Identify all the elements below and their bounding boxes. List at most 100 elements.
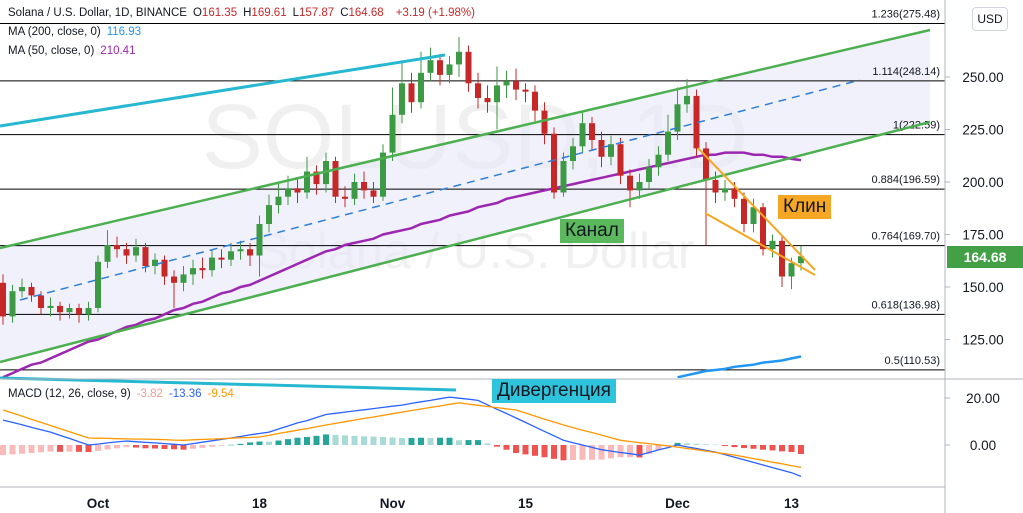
candle-body [693,95,700,149]
y-tick-label: 150.00 [962,280,1003,295]
histogram-bar [285,439,291,446]
candle-body [237,249,244,252]
histogram-bar [589,445,595,460]
histogram-bar [123,445,130,448]
candle-body [199,268,206,271]
ma200-legend: MA (200, close, 0) 116.93 [8,26,147,38]
candle-body [741,198,747,225]
signal-line [2,402,802,469]
candle-body [304,171,310,193]
candle-body [171,276,177,283]
histogram-bar [209,445,215,447]
candle-body [503,81,510,86]
histogram-bar [256,441,263,446]
x-tick-label: 13 [784,496,800,511]
y-tick-label: 175.00 [962,228,1003,243]
histogram-bar [693,443,700,446]
candle-body [28,287,35,296]
candle-body [190,268,196,275]
symbol-title: Solana / U.S. Dollar, 1D, BINANCE [8,7,187,19]
candle-body [104,245,111,262]
candle-body [703,148,709,180]
candle-body [617,144,624,176]
histogram-bar [399,437,405,446]
histogram-bar [342,435,348,446]
candle-body [38,295,44,309]
histogram-bar [636,445,643,458]
candle-body [123,249,130,256]
y-tick-label: 225.00 [962,123,1003,138]
candle-body [66,308,73,313]
histogram-bar [579,445,586,460]
wedge-lower [704,212,816,276]
macd-title: MACD (12, 26, close, 9) [8,388,131,400]
fib-label: 1.236(275.48) [872,8,941,20]
candle-body [152,259,158,267]
histogram-bar [114,445,120,449]
histogram-bar [294,437,301,446]
trend-line [0,53,446,128]
histogram-bar [190,445,196,449]
candle-body [209,257,215,271]
candle-body [266,205,272,225]
histogram-bar [427,437,434,446]
candle-body [275,196,282,206]
fib-label: 0.884(196.59) [872,174,941,186]
currency-button[interactable]: USD [972,7,1008,31]
histogram-bar [627,445,633,458]
histogram-bar [152,445,158,449]
candle-body [180,274,187,283]
candle-body [228,251,234,260]
histogram-bar [788,445,795,453]
macd-legend: MACD (12, 26, close, 9) -3.82 -13.36 -9.54 [8,388,240,400]
histogram-bar [551,445,557,459]
histogram-bar [779,445,785,452]
y-tick-label: 250.00 [962,70,1003,85]
candle-body [731,188,738,199]
candle-body [85,308,92,315]
candle-body [294,188,301,193]
ma-value: 116.93 [106,26,142,38]
candle-body [285,188,291,197]
histogram-bar [475,440,481,446]
main-pane: SOLUSD, 1D Solana / U.S. Dollar 1.236(27… [0,8,945,378]
histogram-bar [266,441,272,446]
candle-body [57,305,63,313]
candle-body [522,89,529,92]
histogram-bar [95,445,101,451]
change: +3.19 (+1.98%) [395,7,475,19]
histogram-bar [38,445,44,453]
histogram-bar [408,437,415,446]
y-tick-label: 0.00 [970,438,996,453]
histogram-bar [731,445,738,448]
ohlc-value: 169.61 [251,7,287,19]
candle-body [76,308,82,315]
candle-body [389,114,396,153]
candle-body [399,83,405,115]
candle-body [788,263,795,277]
ma-value: 210.41 [100,45,136,57]
histogram-bar [494,445,500,447]
candle-body [427,60,434,73]
histogram-bar [0,445,6,456]
histogram-bar [161,445,168,449]
histogram-bar [142,445,149,449]
y-tick-label: 20.00 [966,391,1000,406]
wedge-upper [697,147,816,271]
histogram-bar [598,445,605,460]
candle-body [161,259,168,277]
ma-line [2,151,802,378]
candle-body [133,247,139,256]
histogram-bar [646,445,652,454]
macd-value: -13.36 [168,388,202,400]
ma-name: MA (50, close, 0) [8,45,95,57]
histogram-bar [570,445,576,461]
channel-mid [19,79,861,301]
histogram-bar [275,440,282,446]
histogram-bar [237,443,244,446]
histogram-bar [351,435,358,446]
candle-body [722,188,728,193]
candle-body [579,123,586,147]
candle-body [218,257,225,260]
histogram-bar [750,445,757,449]
